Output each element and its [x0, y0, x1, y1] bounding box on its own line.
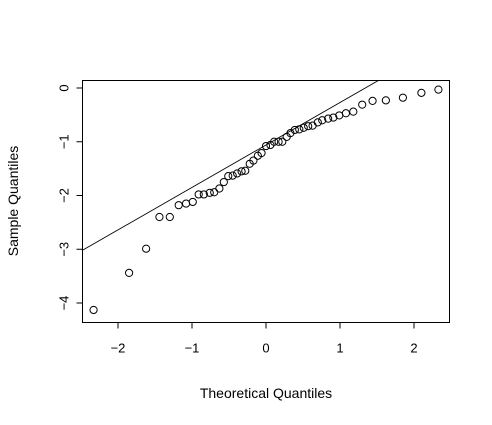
y-axis: −4 −3 −2 −1 0: [57, 84, 83, 310]
x-tick-label: −1: [185, 341, 200, 356]
data-point: [155, 212, 164, 222]
x-tick-label: 2: [410, 341, 417, 356]
reference-line-group: [82, 80, 379, 251]
data-point: [257, 148, 266, 158]
data-point: [194, 190, 203, 199]
data-point: [308, 121, 317, 130]
points-group: [89, 85, 443, 315]
data-point: [324, 114, 333, 123]
data-point: [368, 96, 377, 106]
x-axis: −2 −1 0 1 2: [111, 322, 418, 356]
data-point: [349, 107, 358, 116]
data-point: [188, 197, 197, 207]
data-point: [318, 116, 327, 125]
x-tick-label: 0: [262, 341, 269, 356]
x-tick-label: 1: [336, 341, 343, 356]
y-tick-label: 0: [57, 84, 72, 91]
data-point: [261, 141, 271, 151]
data-point: [434, 85, 443, 94]
data-point: [224, 172, 233, 181]
data-point: [210, 188, 219, 197]
data-point: [290, 125, 299, 135]
data-point: [181, 199, 191, 208]
data-point: [241, 166, 250, 175]
data-point: [417, 88, 426, 97]
data-point: [295, 125, 304, 134]
data-point: [142, 244, 151, 253]
data-point: [329, 113, 338, 122]
data-point: [219, 177, 228, 187]
data-point: [398, 93, 407, 102]
data-point: [215, 184, 224, 193]
reference-line: [82, 80, 379, 251]
data-point: [299, 123, 308, 132]
data-point: [125, 268, 134, 277]
data-point: [228, 171, 237, 180]
plot-frame: [82, 80, 450, 323]
data-point: [199, 190, 208, 199]
data-point: [381, 96, 390, 105]
data-point: [165, 212, 174, 222]
y-axis-title: Sample Quantiles: [5, 146, 21, 257]
y-tick-label: −4: [57, 296, 72, 311]
data-point: [274, 137, 283, 146]
y-tick-label: −3: [57, 242, 72, 257]
x-tick-label: −2: [111, 341, 126, 356]
y-tick-label: −2: [57, 188, 72, 203]
data-point: [278, 137, 287, 146]
data-point: [237, 167, 246, 176]
y-tick-label: −1: [57, 134, 72, 149]
data-point: [174, 201, 183, 210]
data-point: [270, 137, 279, 146]
data-point: [313, 118, 322, 127]
data-point: [233, 169, 242, 178]
data-point: [249, 156, 258, 165]
data-point: [205, 188, 214, 197]
x-axis-title: Theoretical Quantiles: [200, 385, 332, 401]
data-point: [304, 122, 313, 131]
data-point: [358, 100, 367, 109]
data-point: [341, 109, 351, 118]
data-point: [89, 305, 98, 315]
